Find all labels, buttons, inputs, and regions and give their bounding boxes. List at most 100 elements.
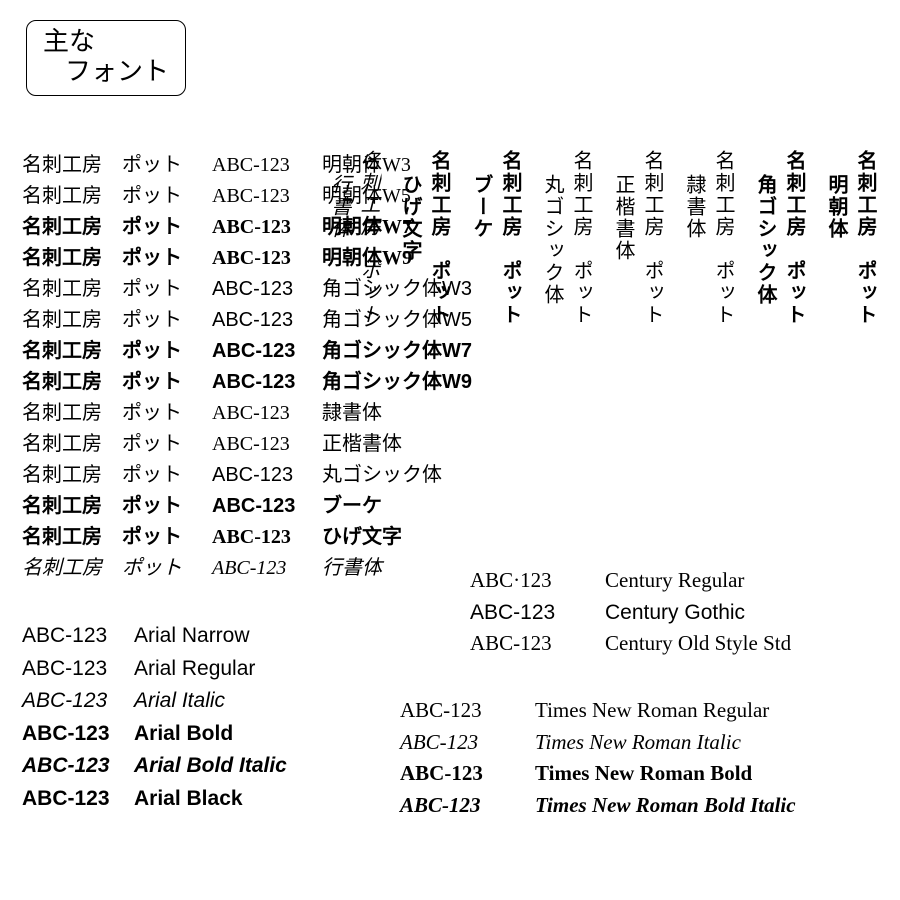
- sample-code: ABC-123: [212, 522, 322, 553]
- sample-code: ABC-123: [470, 597, 605, 629]
- vertical-sample-column: 名刺工房 ポット正楷書体: [609, 150, 667, 480]
- sample-code: ABC-123: [470, 628, 605, 660]
- font-sample-row: 名刺工房 ポットABC-123ひげ文字: [22, 522, 492, 553]
- title-line2: フォント: [43, 57, 169, 87]
- vertical-sample-text: 名刺工房 ポット: [851, 150, 880, 480]
- vertical-sample-column: 名刺工房 ポット明朝体: [822, 150, 880, 480]
- font-name: 行書体: [322, 553, 492, 584]
- sample-code: ABC-123: [212, 181, 322, 212]
- vertical-sample-column: 名刺工房 ポット隷書体: [680, 150, 738, 480]
- sample-code: ABC-123: [212, 367, 322, 398]
- vertical-sample-column: 名刺工房 ポット丸ゴシック体: [538, 150, 596, 480]
- vertical-sample-text: 名刺工房 ポット: [638, 150, 667, 480]
- vertical-sample-text: 名刺工房 ポット: [425, 150, 454, 480]
- vertical-sample-column: 名刺工房 ポット行書体: [325, 150, 383, 480]
- font-name: Century Regular: [605, 565, 744, 597]
- vertical-font-name: 明朝体: [822, 174, 851, 480]
- arial-font-samples: ABC-123Arial NarrowABC-123Arial RegularA…: [22, 620, 287, 815]
- sample-text: 名刺工房 ポット: [22, 522, 212, 553]
- arial-sample-row: ABC-123Arial Italic: [22, 685, 287, 718]
- sample-code: ABC-123: [212, 553, 322, 584]
- sample-text: 名刺工房 ポット: [22, 212, 212, 243]
- sample-code: ABC·123: [470, 565, 605, 597]
- sample-code: ABC-123: [212, 491, 322, 522]
- vertical-sample-column: 名刺工房 ポット角ゴシック体: [751, 150, 809, 480]
- vertical-font-name: 隷書体: [680, 174, 709, 480]
- sample-code: ABC-123: [400, 758, 535, 790]
- title-line1: 主な: [43, 27, 169, 57]
- font-name: Arial Bold Italic: [134, 750, 287, 783]
- arial-sample-row: ABC-123Arial Bold Italic: [22, 750, 287, 783]
- vertical-sample-text: 名刺工房 ポット: [567, 150, 596, 480]
- vertical-font-name: 行書体: [325, 174, 354, 480]
- sample-code: ABC-123: [212, 150, 322, 181]
- sample-code: ABC-123: [22, 620, 134, 653]
- font-name: Arial Black: [134, 783, 243, 816]
- sample-code: ABC-123: [400, 790, 535, 822]
- sample-text: 名刺工房 ポット: [22, 181, 212, 212]
- vertical-sample-text: 名刺工房 ポット: [496, 150, 525, 480]
- times-sample-row: ABC-123Times New Roman Italic: [400, 727, 796, 759]
- times-font-samples: ABC-123Times New Roman RegularABC-123Tim…: [400, 695, 796, 821]
- sample-code: ABC-123: [22, 718, 134, 751]
- font-name: ひげ文字: [322, 522, 492, 553]
- font-sample-row: 名刺工房 ポットABC-123ブーケ: [22, 491, 492, 522]
- vertical-font-name: 角ゴシック体: [751, 174, 780, 480]
- sample-code: ABC-123: [212, 243, 322, 274]
- sample-code: ABC-123: [22, 750, 134, 783]
- arial-sample-row: ABC-123Arial Bold: [22, 718, 287, 751]
- sample-text: 名刺工房 ポット: [22, 429, 212, 460]
- arial-sample-row: ABC-123Arial Narrow: [22, 620, 287, 653]
- vertical-sample-column: 名刺工房 ポットひげ文字: [396, 150, 454, 480]
- sample-text: 名刺工房 ポット: [22, 553, 212, 584]
- font-name: Arial Narrow: [134, 620, 250, 653]
- times-sample-row: ABC-123Times New Roman Bold: [400, 758, 796, 790]
- sample-code: ABC-123: [212, 274, 322, 305]
- sample-code: ABC-123: [212, 398, 322, 429]
- font-name: Times New Roman Italic: [535, 727, 741, 759]
- arial-sample-row: ABC-123Arial Regular: [22, 653, 287, 686]
- vertical-font-name: 正楷書体: [609, 174, 638, 480]
- sample-text: 名刺工房 ポット: [22, 367, 212, 398]
- font-name: Arial Bold: [134, 718, 233, 751]
- century-sample-row: ABC·123Century Regular: [470, 565, 791, 597]
- vertical-font-name: ブーケ: [467, 174, 496, 480]
- font-name: Times New Roman Regular: [535, 695, 769, 727]
- arial-sample-row: ABC-123Arial Black: [22, 783, 287, 816]
- sample-code: ABC-123: [212, 212, 322, 243]
- century-font-samples: ABC·123Century RegularABC-123Century Got…: [470, 565, 791, 660]
- font-name: Century Old Style Std: [605, 628, 791, 660]
- sample-code: ABC-123: [212, 336, 322, 367]
- sample-code: ABC-123: [400, 727, 535, 759]
- font-name: ブーケ: [322, 491, 492, 522]
- vertical-font-samples: 名刺工房 ポット明朝体名刺工房 ポット角ゴシック体名刺工房 ポット隷書体名刺工房…: [325, 150, 880, 480]
- sample-code: ABC-123: [22, 685, 134, 718]
- century-sample-row: ABC-123Century Gothic: [470, 597, 791, 629]
- sample-text: 名刺工房 ポット: [22, 150, 212, 181]
- sample-code: ABC-123: [400, 695, 535, 727]
- times-sample-row: ABC-123Times New Roman Regular: [400, 695, 796, 727]
- sample-text: 名刺工房 ポット: [22, 491, 212, 522]
- title-box: 主な フォント: [26, 20, 186, 96]
- vertical-sample-text: 名刺工房 ポット: [780, 150, 809, 480]
- sample-text: 名刺工房 ポット: [22, 305, 212, 336]
- vertical-sample-text: 名刺工房 ポット: [709, 150, 738, 480]
- sample-text: 名刺工房 ポット: [22, 460, 212, 491]
- times-sample-row: ABC-123Times New Roman Bold Italic: [400, 790, 796, 822]
- font-name: Arial Italic: [134, 685, 225, 718]
- sample-text: 名刺工房 ポット: [22, 243, 212, 274]
- sample-code: ABC-123: [22, 783, 134, 816]
- vertical-font-name: 丸ゴシック体: [538, 174, 567, 480]
- sample-code: ABC-123: [212, 305, 322, 336]
- font-name: Times New Roman Bold: [535, 758, 752, 790]
- font-name: Arial Regular: [134, 653, 255, 686]
- sample-text: 名刺工房 ポット: [22, 336, 212, 367]
- font-sample-row: 名刺工房 ポットABC-123行書体: [22, 553, 492, 584]
- sample-code: ABC-123: [212, 429, 322, 460]
- sample-text: 名刺工房 ポット: [22, 274, 212, 305]
- font-name: Times New Roman Bold Italic: [535, 790, 796, 822]
- sample-code: ABC-123: [212, 460, 322, 491]
- vertical-sample-column: 名刺工房 ポットブーケ: [467, 150, 525, 480]
- font-name: Century Gothic: [605, 597, 745, 629]
- sample-text: 名刺工房 ポット: [22, 398, 212, 429]
